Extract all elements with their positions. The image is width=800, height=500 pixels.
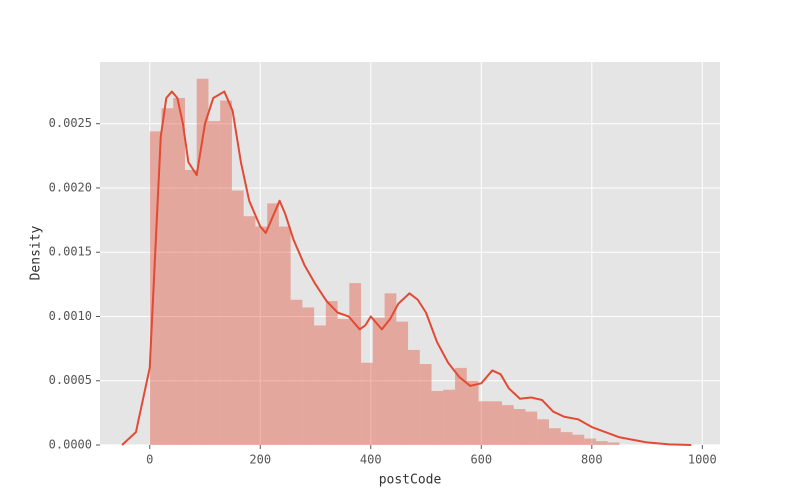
- histogram-bar: [466, 380, 479, 445]
- y-tick-label: 0.0000: [49, 438, 92, 452]
- histogram-bar: [173, 97, 185, 446]
- histogram-bar: [267, 203, 279, 445]
- x-tick-label: 0: [146, 453, 153, 467]
- y-tick-label: 0.0015: [49, 245, 92, 259]
- histogram-bar: [502, 405, 514, 445]
- histogram-bar: [325, 301, 338, 445]
- histogram-bar: [525, 411, 538, 445]
- histogram-bar: [396, 321, 409, 445]
- histogram-bar: [443, 389, 456, 445]
- histogram-bar: [349, 283, 362, 445]
- histogram-bar: [607, 442, 620, 445]
- histogram-bar: [408, 349, 420, 445]
- histogram-bar: [278, 226, 291, 445]
- x-tick-label: 1000: [688, 453, 717, 467]
- histogram-bar: [595, 441, 608, 445]
- y-tick-label: 0.0020: [49, 180, 92, 194]
- y-tick-label: 0.0025: [49, 116, 92, 130]
- histogram-bar: [537, 419, 549, 445]
- histogram-bar: [419, 364, 432, 445]
- histogram-bar: [196, 78, 209, 445]
- histogram-bar: [220, 100, 232, 446]
- y-tick-label: 0.0005: [49, 373, 92, 387]
- histogram-bar: [208, 121, 221, 446]
- histogram-bar: [290, 299, 303, 445]
- x-tick-label: 600: [470, 453, 492, 467]
- histogram-bar: [560, 432, 573, 445]
- histogram-bar: [584, 438, 596, 445]
- x-tick-label: 800: [581, 453, 603, 467]
- histogram-bar: [372, 317, 385, 445]
- histogram-bar: [161, 108, 174, 445]
- histogram-bar: [314, 325, 326, 445]
- y-tick-label: 0.0010: [49, 309, 92, 323]
- x-tick-label: 400: [360, 453, 382, 467]
- histogram-bar: [572, 434, 585, 445]
- x-tick-label: 200: [249, 453, 271, 467]
- histogram-bar: [149, 131, 162, 445]
- histogram-bar: [243, 216, 256, 445]
- histogram-bar: [231, 190, 244, 445]
- histogram-bar: [302, 307, 315, 445]
- histogram-bar: [431, 391, 444, 445]
- histogram-bar: [478, 401, 491, 445]
- histogram-bar: [455, 367, 467, 445]
- histogram-bar: [337, 319, 350, 445]
- y-axis-label: Density: [29, 225, 44, 280]
- kde-line: [121, 90, 692, 446]
- histogram-bar: [384, 293, 397, 445]
- histogram-bar: [513, 409, 526, 445]
- histogram-bar: [548, 428, 561, 445]
- histogram-bar: [255, 226, 268, 445]
- histogram-bar: [361, 362, 373, 445]
- x-axis-label: postCode: [379, 473, 442, 488]
- histogram-bar: [184, 169, 197, 446]
- histogram-bar: [490, 401, 503, 445]
